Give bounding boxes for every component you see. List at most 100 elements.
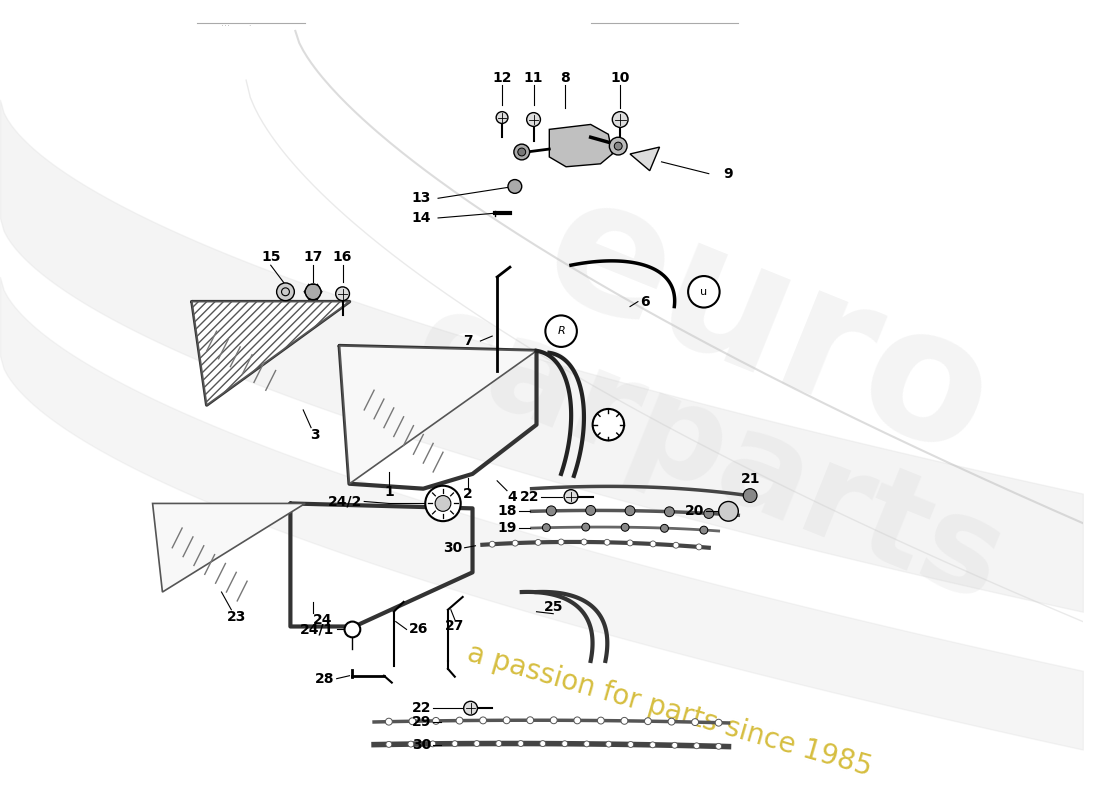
Polygon shape: [630, 147, 660, 170]
Text: 26: 26: [408, 622, 428, 637]
Text: carparts: carparts: [396, 278, 1021, 630]
Text: u: u: [701, 286, 707, 297]
Text: 18: 18: [497, 504, 517, 518]
Text: 28: 28: [316, 672, 334, 686]
Circle shape: [480, 717, 486, 724]
Circle shape: [527, 717, 534, 724]
Circle shape: [527, 113, 540, 126]
Circle shape: [715, 719, 722, 726]
Polygon shape: [192, 302, 350, 405]
Circle shape: [689, 276, 719, 307]
Circle shape: [650, 541, 656, 547]
Circle shape: [408, 741, 414, 747]
Circle shape: [581, 539, 587, 545]
Text: 27: 27: [446, 619, 464, 634]
Circle shape: [668, 718, 675, 725]
Circle shape: [474, 741, 480, 746]
Circle shape: [744, 489, 757, 502]
Circle shape: [562, 741, 568, 746]
Text: 12: 12: [493, 71, 512, 85]
Text: 7: 7: [463, 334, 473, 348]
Text: 19: 19: [497, 521, 517, 535]
Circle shape: [625, 506, 635, 516]
Text: 24: 24: [314, 613, 332, 626]
Circle shape: [336, 287, 350, 301]
Circle shape: [436, 495, 451, 511]
Circle shape: [660, 524, 669, 532]
Text: euro: euro: [520, 158, 1016, 494]
Circle shape: [621, 523, 629, 531]
Text: 30: 30: [443, 541, 463, 554]
Text: 24/1: 24/1: [300, 622, 334, 637]
Text: 21: 21: [740, 472, 760, 486]
Circle shape: [609, 138, 627, 155]
Text: ...      .: ... .: [221, 18, 252, 28]
Circle shape: [673, 542, 679, 548]
Circle shape: [694, 743, 700, 749]
Circle shape: [558, 539, 564, 545]
Circle shape: [606, 742, 612, 747]
Circle shape: [518, 741, 524, 746]
Circle shape: [385, 718, 393, 725]
Circle shape: [650, 742, 656, 748]
Text: 2: 2: [463, 486, 473, 501]
Circle shape: [550, 717, 558, 724]
Text: 15: 15: [261, 250, 280, 264]
Circle shape: [542, 524, 550, 531]
Text: 1: 1: [384, 485, 394, 498]
Circle shape: [430, 741, 436, 747]
Circle shape: [547, 506, 557, 516]
Text: 4: 4: [507, 490, 517, 503]
Circle shape: [700, 526, 707, 534]
Circle shape: [386, 742, 392, 747]
Text: 9: 9: [724, 166, 734, 181]
Text: 22: 22: [411, 702, 431, 715]
Circle shape: [508, 179, 521, 194]
Polygon shape: [153, 503, 305, 592]
Circle shape: [503, 717, 510, 724]
Circle shape: [518, 148, 526, 156]
Text: 11: 11: [524, 71, 543, 85]
Circle shape: [704, 509, 714, 518]
Circle shape: [645, 718, 651, 725]
Text: 17: 17: [304, 250, 322, 264]
Text: 14: 14: [411, 211, 431, 225]
Circle shape: [496, 741, 502, 746]
Circle shape: [536, 539, 541, 546]
Text: 22: 22: [520, 490, 539, 503]
Text: 25: 25: [543, 600, 563, 614]
Circle shape: [593, 409, 624, 441]
Circle shape: [432, 718, 439, 724]
Circle shape: [564, 490, 578, 503]
Circle shape: [452, 741, 458, 746]
Text: R: R: [558, 326, 565, 336]
Circle shape: [614, 142, 623, 150]
Polygon shape: [549, 125, 613, 166]
Circle shape: [718, 502, 738, 521]
Circle shape: [490, 542, 495, 547]
Text: 24/2: 24/2: [328, 494, 362, 509]
Circle shape: [540, 741, 546, 746]
Circle shape: [546, 315, 576, 347]
Text: 20: 20: [684, 504, 704, 518]
Text: 3: 3: [310, 427, 320, 442]
Circle shape: [464, 702, 477, 715]
Circle shape: [409, 718, 416, 725]
Text: 16: 16: [333, 250, 352, 264]
Text: 23: 23: [227, 610, 246, 624]
Text: 6: 6: [640, 294, 650, 309]
Circle shape: [628, 742, 634, 747]
Circle shape: [582, 523, 590, 531]
Circle shape: [597, 717, 604, 724]
Circle shape: [496, 112, 508, 123]
Circle shape: [584, 741, 590, 747]
Circle shape: [513, 540, 518, 546]
Circle shape: [585, 506, 595, 515]
Circle shape: [456, 717, 463, 724]
Circle shape: [696, 544, 702, 550]
Circle shape: [664, 507, 674, 517]
Text: 13: 13: [411, 191, 431, 206]
Text: 10: 10: [610, 71, 630, 85]
Circle shape: [514, 144, 529, 160]
Text: 30: 30: [411, 738, 431, 752]
